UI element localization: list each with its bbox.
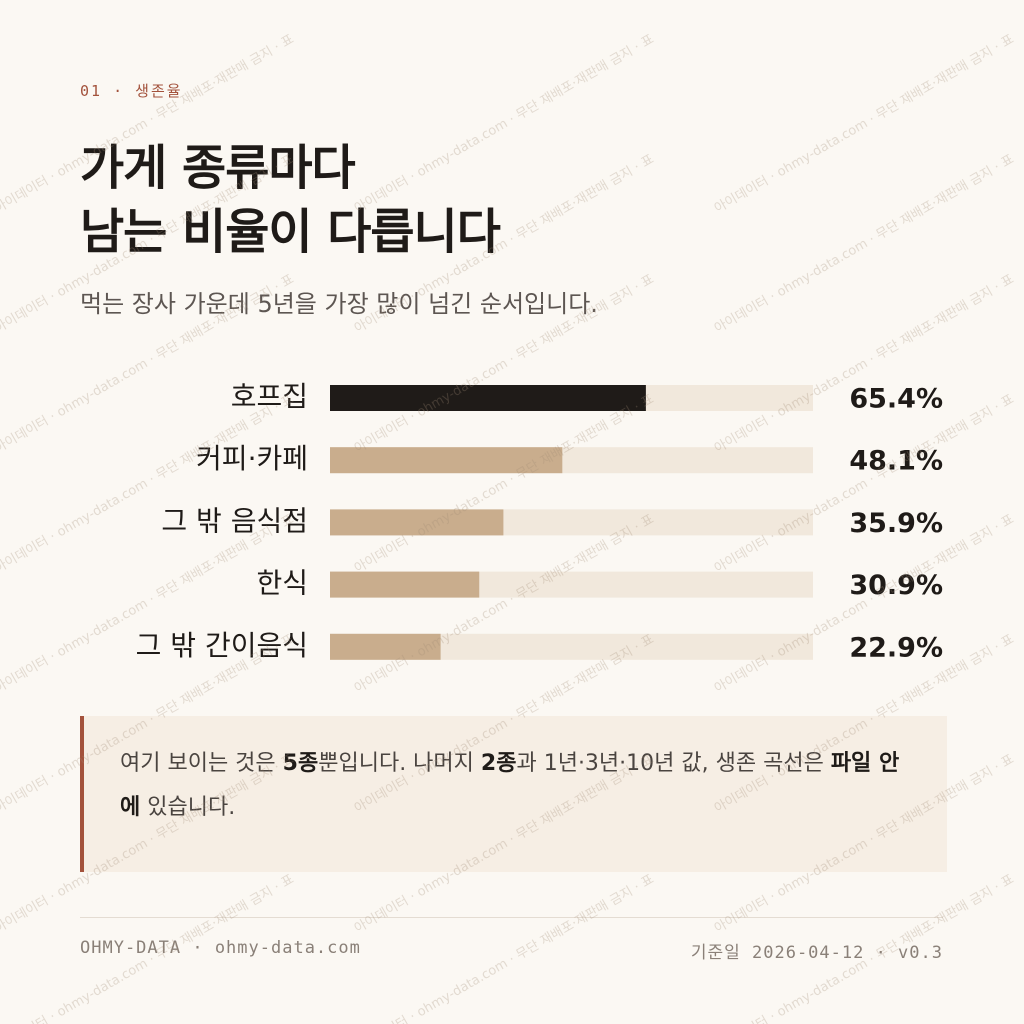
note-text: 5종 [282,751,319,776]
bar [330,633,441,660]
eyebrow: 01 · 생존율 [80,82,183,100]
category-label: 한식 [256,567,308,600]
category-label: 그 밖 간이음식 [136,629,308,662]
note-text: 여기 보이는 것은 [120,751,283,776]
watermark: 아이데이터 · ohmy-data.com · 무단 재배포·재판매 금지 · … [352,31,657,217]
title-line: 가게 종류마다 [80,140,356,196]
footer-rule [80,917,943,918]
bar [330,385,646,411]
category-label: 호프집 [231,380,308,413]
note-text: 뿐입니다. 나머지 [318,751,481,776]
value-label: 48.1% [849,446,943,477]
bar [330,571,480,598]
note-text: 있습니다. [140,795,236,820]
chart: 호프집 65.4% 커피·카페 48.1% 그 밖 음식점 35.9% 한식 30.9% 그 밖… [136,380,943,663]
note-box: 여기 보이는 것은 5종뿐입니다. 나머지 2종과 1년·3년·10년 값, 생… [80,716,947,872]
note-text: 과 1년·3년·10년 값, 생존 곡선은 [516,751,831,776]
footer-left: OHMY-DATA · ohmy-data.com [80,938,361,958]
value-label: 65.4% [849,384,943,415]
footer-right: 기준일 2026-04-12 · v0.3 [690,943,943,963]
value-label: 30.9% [849,570,943,601]
bar [330,447,563,474]
category-label: 커피·카페 [196,442,308,475]
subtitle: 먹는 장사 가운데 5년을 가장 많이 넘긴 순서입니다. [80,290,598,318]
watermark: 아이데이터 · ohmy-data.com · 무단 재배포·재판매 금지 · … [712,31,1017,217]
watermark: 아이데이터 · ohmy-data.com · 무단 재배포·재판매 금지 · … [712,151,1017,337]
category-label: 그 밖 음식점 [161,504,308,537]
value-label: 35.9% [849,508,943,539]
watermark: 아이데이터 · ohmy-data.com · 무단 재배포·재판매 금지 · … [352,871,657,1024]
title-line: 남는 비율이 다릅니다 [80,204,501,260]
note-text: 파일 안에 [120,751,900,820]
bar [330,509,504,536]
value-label: 22.9% [849,632,943,663]
note-text: 2종 [480,751,517,776]
